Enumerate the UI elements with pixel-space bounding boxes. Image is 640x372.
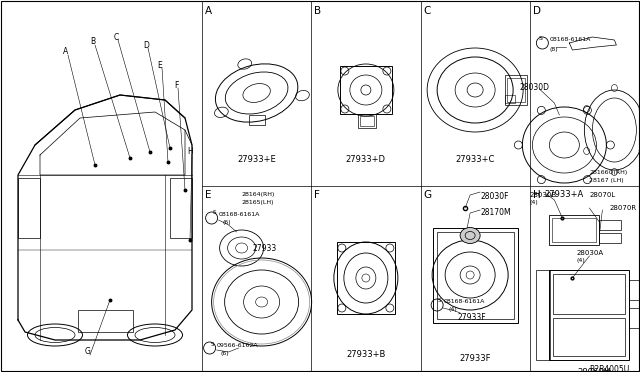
Text: S: S — [437, 298, 441, 302]
Text: C: C — [424, 6, 431, 16]
Text: H: H — [532, 190, 541, 200]
Text: 28166Q(RH): 28166Q(RH) — [589, 170, 628, 175]
Bar — [78, 310, 133, 332]
Text: 28030B: 28030B — [529, 192, 557, 198]
Text: 28164(RH): 28164(RH) — [242, 192, 275, 197]
Text: G: G — [424, 190, 431, 200]
Text: S: S — [213, 211, 216, 215]
Bar — [18, 178, 40, 238]
Text: 28030F: 28030F — [480, 192, 509, 201]
Ellipse shape — [460, 228, 480, 244]
Bar — [629, 280, 640, 300]
Bar — [600, 233, 621, 243]
Text: 28165(LH): 28165(LH) — [242, 200, 274, 205]
Bar — [507, 78, 525, 102]
Text: 28070R: 28070R — [609, 205, 637, 211]
Text: G: G — [85, 347, 91, 356]
Text: A: A — [205, 6, 212, 16]
Text: (4): (4) — [529, 200, 538, 205]
Bar — [536, 270, 550, 360]
Text: 08168-6161A: 08168-6161A — [549, 37, 591, 42]
Text: 27933: 27933 — [253, 244, 277, 253]
Bar — [554, 274, 625, 314]
Text: F: F — [314, 190, 320, 200]
Text: S: S — [538, 36, 542, 42]
Text: 09566-6162A: 09566-6162A — [216, 343, 259, 348]
Text: 28070L: 28070L — [589, 192, 616, 198]
Text: 28060M: 28060M — [577, 368, 611, 372]
Bar — [549, 215, 600, 245]
Bar — [360, 116, 374, 126]
Text: E: E — [157, 61, 163, 70]
Text: C: C — [113, 32, 118, 42]
Text: F: F — [174, 80, 178, 90]
Bar — [337, 242, 395, 314]
Bar — [358, 114, 376, 128]
Text: (8): (8) — [549, 47, 558, 52]
Text: S: S — [211, 341, 214, 346]
Text: (6): (6) — [221, 351, 229, 356]
Text: 28167 (LH): 28167 (LH) — [589, 178, 624, 183]
Text: 27933F: 27933F — [460, 354, 491, 363]
Bar — [549, 270, 629, 360]
Text: R2B4005U: R2B4005U — [589, 365, 630, 372]
Text: 28170M: 28170M — [480, 208, 511, 217]
Text: 08168-6161A: 08168-6161A — [443, 299, 484, 304]
Bar — [629, 308, 640, 328]
Text: (4): (4) — [577, 258, 585, 263]
Text: 28030D: 28030D — [520, 83, 549, 92]
Text: H: H — [187, 148, 193, 157]
Text: (6): (6) — [223, 220, 231, 225]
Bar — [248, 115, 264, 125]
Text: E: E — [205, 190, 211, 200]
Bar — [340, 66, 392, 114]
Bar — [505, 75, 527, 105]
Text: 27933+A: 27933+A — [545, 190, 584, 199]
Text: 27933+B: 27933+B — [346, 350, 385, 359]
Bar — [170, 178, 192, 238]
Text: A: A — [63, 48, 68, 57]
Bar — [505, 95, 515, 103]
Text: B: B — [90, 38, 95, 46]
Text: 28030A: 28030A — [577, 250, 604, 256]
Text: (4): (4) — [448, 307, 457, 312]
Text: B: B — [314, 6, 321, 16]
Text: 08168-6161A: 08168-6161A — [219, 212, 260, 217]
Text: 27933+D: 27933+D — [346, 155, 386, 164]
Bar — [554, 318, 625, 356]
Text: 27933+C: 27933+C — [456, 155, 495, 164]
Bar — [436, 231, 514, 318]
Text: D: D — [532, 6, 541, 16]
Bar — [600, 220, 621, 230]
Text: 27933+E: 27933+E — [237, 155, 276, 164]
Text: 27933F: 27933F — [457, 313, 486, 322]
Bar — [552, 218, 596, 242]
Bar — [433, 228, 518, 323]
Text: D: D — [143, 41, 149, 49]
